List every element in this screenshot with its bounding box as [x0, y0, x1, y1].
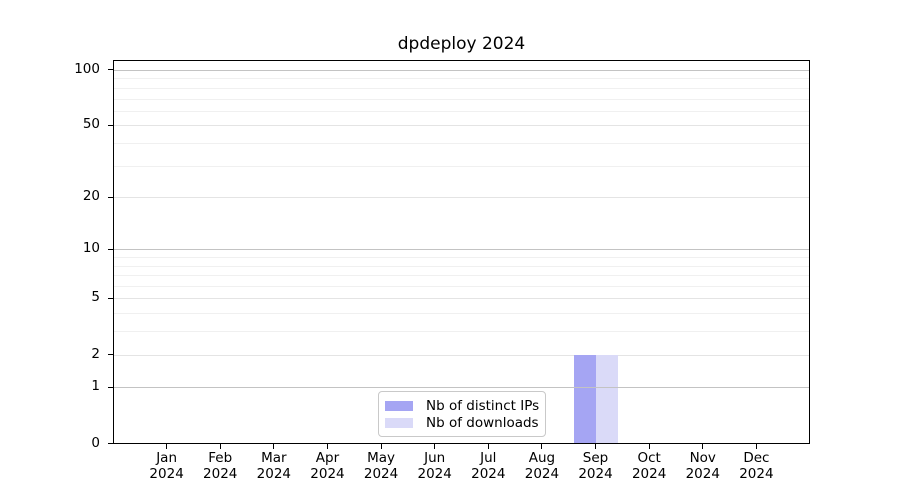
- x-tick-label: Aug 2024: [524, 449, 560, 483]
- y-tick-label: 100: [74, 60, 100, 77]
- bar-distinct-ips: [573, 354, 596, 444]
- y-gridline-minor: [114, 286, 809, 288]
- y-tick: [108, 386, 113, 388]
- x-tick-label: Jan 2024: [149, 449, 184, 483]
- x-tick: [755, 444, 757, 449]
- legend-item-downloads: Nb of downloads: [385, 415, 539, 431]
- y-tick: [108, 443, 113, 444]
- x-tick: [380, 444, 382, 449]
- y-tick-label: 50: [82, 116, 100, 133]
- decade-lines-overlay: [114, 61, 809, 443]
- x-tick-label: Apr 2024: [310, 449, 345, 483]
- y-gridline-decade: [114, 249, 809, 251]
- y-gridline-minor: [114, 275, 809, 277]
- bar-downloads: [595, 354, 618, 444]
- y-gridline-minor: [114, 257, 809, 259]
- x-tick-label: Dec 2024: [739, 449, 774, 483]
- y-gridline-minor: [114, 142, 809, 144]
- legend-swatch-downloads-icon: [385, 418, 413, 428]
- chart-title: dpdeploy 2024: [397, 34, 526, 54]
- y-tick: [108, 248, 113, 250]
- legend-item-distinct-ips: Nb of distinct IPs: [385, 398, 540, 414]
- x-tick: [166, 444, 168, 449]
- gridlines-layer: [114, 61, 809, 443]
- y-gridline-minor: [114, 165, 809, 167]
- y-gridline-major: [114, 354, 809, 356]
- x-tick: [648, 444, 650, 449]
- y-tick-label: 10: [82, 240, 100, 257]
- x-tick: [219, 444, 221, 449]
- y-tick-label: 5: [91, 289, 100, 306]
- y-gridline-major: [114, 197, 809, 199]
- y-tick-label: 0: [91, 434, 100, 451]
- x-tick-label: Jun 2024: [417, 449, 452, 483]
- legend-label: Nb of downloads: [426, 415, 539, 431]
- x-tick-label: Nov 2024: [685, 449, 720, 483]
- y-gridline-minor: [114, 87, 809, 89]
- x-tick: [595, 444, 597, 449]
- y-gridline-minor: [114, 331, 809, 333]
- y-gridline-minor: [114, 265, 809, 267]
- y-tick-label: 20: [82, 188, 100, 205]
- x-tick-label: Oct 2024: [631, 449, 667, 483]
- y-tick-label: 1: [91, 378, 100, 395]
- x-tick-label: May 2024: [363, 449, 399, 483]
- bars-layer: [114, 61, 809, 444]
- x-tick: [541, 444, 543, 449]
- y-tick: [108, 297, 113, 299]
- y-tick: [108, 354, 113, 356]
- y-tick: [108, 69, 113, 71]
- x-tick-label: Jul 2024: [471, 449, 506, 483]
- plot-area: Nb of distinct IPs Nb of downloads: [113, 60, 810, 444]
- x-tick-label: Mar 2024: [256, 449, 292, 483]
- y-gridline-minor: [114, 98, 809, 100]
- y-gridline-decade: [114, 69, 809, 71]
- y-gridline-minor: [114, 78, 809, 80]
- x-tick-label: Sep 2024: [578, 449, 613, 483]
- x-tick: [273, 444, 275, 449]
- x-tick-label: Feb 2024: [203, 449, 238, 483]
- x-tick: [434, 444, 436, 449]
- legend-label: Nb of distinct IPs: [426, 398, 540, 414]
- x-tick: [702, 444, 704, 449]
- legend-swatch-distinct-ips-icon: [385, 401, 413, 411]
- y-gridline-decade: [114, 387, 809, 389]
- y-gridline-major: [114, 125, 809, 127]
- y-gridline-major: [114, 298, 809, 300]
- x-tick: [326, 444, 328, 449]
- legend: Nb of distinct IPs Nb of downloads: [378, 391, 546, 437]
- y-tick: [108, 124, 113, 126]
- y-gridline-minor: [114, 313, 809, 315]
- y-gridline-minor: [114, 110, 809, 112]
- x-tick: [487, 444, 489, 449]
- y-tick-label: 2: [91, 345, 100, 362]
- y-tick: [108, 196, 113, 198]
